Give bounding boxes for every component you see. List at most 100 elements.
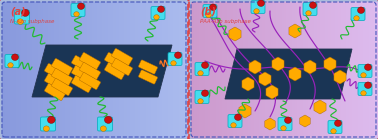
Bar <box>256 2 257 137</box>
Bar <box>259 2 261 137</box>
Bar <box>294 2 295 137</box>
Ellipse shape <box>231 123 236 128</box>
Bar <box>241 2 242 137</box>
Bar <box>108 2 109 137</box>
Bar <box>321 2 322 137</box>
Ellipse shape <box>22 9 29 16</box>
Bar <box>20 2 22 137</box>
Bar <box>31 2 33 137</box>
Bar <box>310 2 311 137</box>
Bar <box>360 2 362 137</box>
Bar <box>200 2 202 137</box>
Bar <box>55 2 57 137</box>
Bar <box>52 2 53 137</box>
Bar <box>245 2 246 137</box>
Bar <box>222 2 224 137</box>
Bar <box>142 2 143 137</box>
Bar <box>197 2 198 137</box>
Ellipse shape <box>361 73 366 78</box>
Bar <box>115 2 116 137</box>
Bar <box>132 2 133 137</box>
Bar <box>126 2 128 137</box>
Bar <box>164 2 165 137</box>
Bar <box>121 2 122 137</box>
Bar <box>278 2 279 137</box>
Bar <box>259 2 260 137</box>
Polygon shape <box>32 45 172 97</box>
Bar <box>336 2 338 137</box>
Bar <box>169 2 170 137</box>
Bar <box>255 2 256 137</box>
Bar <box>367 2 368 137</box>
Bar <box>29 2 30 137</box>
Bar <box>12 2 14 137</box>
Bar <box>101 2 102 137</box>
Bar <box>90 2 92 137</box>
Bar <box>141 2 143 137</box>
Bar <box>251 2 253 137</box>
Bar <box>369 2 370 137</box>
Ellipse shape <box>257 0 265 6</box>
Ellipse shape <box>234 114 242 121</box>
Bar <box>356 2 358 137</box>
Bar <box>232 2 233 137</box>
Bar <box>16 2 17 137</box>
Bar <box>236 2 238 137</box>
Ellipse shape <box>198 99 203 104</box>
Bar <box>216 2 217 137</box>
Text: PAA-Azo subphase: PAA-Azo subphase <box>200 19 251 24</box>
Bar <box>61 2 62 137</box>
FancyBboxPatch shape <box>104 62 125 80</box>
Bar <box>318 2 319 137</box>
Bar <box>37 2 39 137</box>
Bar <box>291 2 292 137</box>
Bar <box>219 2 220 137</box>
Bar <box>77 2 79 137</box>
Bar <box>197 2 199 137</box>
Bar <box>311 2 313 137</box>
Bar <box>129 2 130 137</box>
Bar <box>99 2 100 137</box>
Bar <box>323 2 325 137</box>
Bar <box>116 2 118 137</box>
Ellipse shape <box>48 116 55 123</box>
Bar <box>329 2 330 137</box>
Bar <box>238 2 240 137</box>
Bar <box>308 2 310 137</box>
Bar <box>68 2 70 137</box>
Bar <box>59 2 60 137</box>
Bar <box>340 2 341 137</box>
Ellipse shape <box>209 4 217 10</box>
Bar <box>209 2 211 137</box>
Bar <box>160 2 162 137</box>
Ellipse shape <box>171 61 176 66</box>
Bar <box>101 2 103 137</box>
Ellipse shape <box>201 90 209 96</box>
Bar <box>171 2 173 137</box>
Bar <box>292 2 293 137</box>
Bar <box>293 2 294 137</box>
Bar <box>326 2 327 137</box>
Bar <box>284 2 285 137</box>
FancyBboxPatch shape <box>51 68 73 86</box>
Bar <box>80 2 82 137</box>
FancyBboxPatch shape <box>79 52 101 70</box>
Bar <box>249 2 251 137</box>
Bar <box>22 2 24 137</box>
Bar <box>23 2 25 137</box>
Bar <box>78 2 80 137</box>
Bar <box>140 2 141 137</box>
Bar <box>33 2 35 137</box>
Bar <box>284 2 286 137</box>
Bar <box>60 2 61 137</box>
Bar <box>250 2 252 137</box>
Ellipse shape <box>306 11 311 16</box>
Bar <box>67 2 68 137</box>
Bar <box>205 2 206 137</box>
FancyBboxPatch shape <box>151 7 165 19</box>
Bar <box>44 2 46 137</box>
Bar <box>365 2 366 137</box>
Bar <box>165 2 166 137</box>
Bar <box>21 2 23 137</box>
Bar <box>42 2 44 137</box>
